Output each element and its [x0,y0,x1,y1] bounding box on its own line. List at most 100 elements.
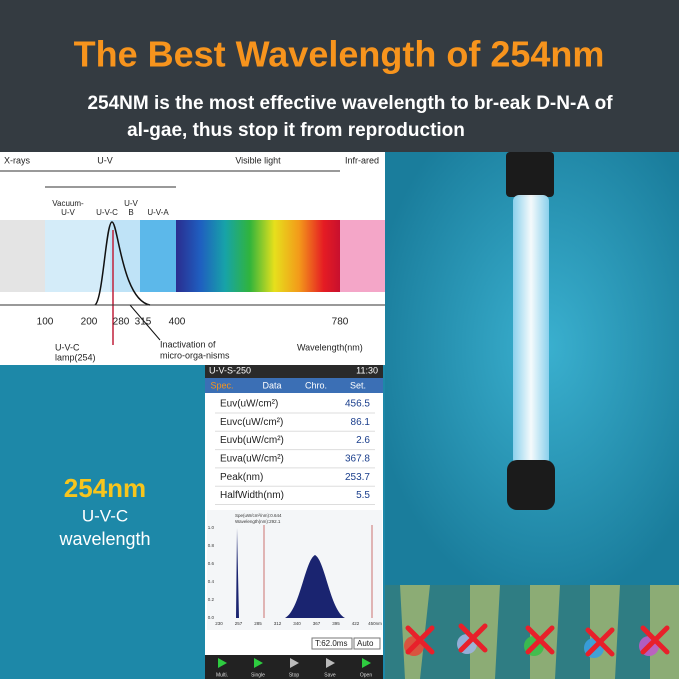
button-icon[interactable] [290,658,299,668]
inactivation-pointer [129,304,161,341]
band-label: U-V [61,208,75,217]
band-label: U-V-A [147,208,169,217]
region-label: Infr-ared [345,155,379,165]
button-label[interactable]: Save [324,672,336,678]
chart-xtick: 257 [235,621,243,626]
row-label: HalfWidth(nm) [220,490,284,501]
wavelength-tick: 780 [332,317,349,328]
status-box [353,637,381,650]
xray-band [0,220,45,292]
callout-band: U-V-C [82,506,128,525]
device-tab: Chro. [305,380,327,390]
status-integration: T:62.0ms [315,639,347,648]
chart-info: Wavelength(nm):292.1 [235,519,281,524]
microbes [404,623,670,658]
button-label[interactable]: Single [251,672,265,678]
device-tab: Spec. [210,380,233,390]
button-icon[interactable] [254,658,263,668]
title: The Best Wavelength of 254nm [74,34,605,75]
cross [405,625,435,655]
lamp-label: U-V-C [55,342,80,352]
inactivation-label: Inactivation of [160,339,216,349]
cross [458,623,488,653]
button-icon[interactable] [362,658,371,668]
cross [525,625,555,655]
device-time: 11:30 [356,365,378,375]
device-title-bar [205,365,383,378]
callout-wavelength: 254nm [64,473,146,503]
button-label[interactable]: Multi. [216,672,228,678]
callout-word: wavelength [58,529,150,549]
status-mode: Auto [357,639,374,648]
device-spectrum [236,528,345,618]
header-band [0,0,679,152]
band-label: U-V [124,199,138,208]
region-label: Visible light [235,155,281,165]
uvc-band [110,220,140,292]
wavelength-tick: 200 [81,317,98,328]
row-value: 367.8 [345,454,370,465]
uva-band [140,220,176,292]
chart-ytick: 0.8 [208,543,215,548]
device-tab-bar [205,378,383,393]
chart-info: Spe(uW/cm²/nm):0.644 [235,513,282,518]
button-label[interactable]: Stop [289,672,300,678]
device-button-bar [205,655,383,679]
cross [640,625,670,655]
status-box [311,637,353,650]
subtitle: 254NM is the most effective wavelength t… [87,93,613,114]
device-tab: Data [262,380,281,390]
light-beams [400,585,679,679]
row-label: Euvb(uW/cm²) [220,435,284,446]
chart-xtick: 367 [313,621,321,626]
row-value: 5.5 [356,490,370,501]
wavelength-tick: 315 [135,317,152,328]
lamp-base [507,460,555,510]
band-label: U-V-C [96,208,118,217]
vacuum-band [45,220,110,292]
device-model: U-V-S-250 [209,365,251,375]
lamp-cap [506,152,554,197]
button-icon[interactable] [218,658,227,668]
chart-xtick: 450nm [368,621,382,626]
row-value: 253.7 [345,472,370,483]
inactivation-label: micro-orga-nisms [160,350,230,360]
chart-ytick: 0.6 [208,561,215,566]
chart-ytick: 0.2 [208,597,215,602]
chart-ytick: 0.0 [208,615,215,620]
row-label: Euvc(uW/cm²) [220,417,283,428]
axis-label: Wavelength(nm) [297,342,363,352]
cross [585,627,615,657]
button-icon[interactable] [326,658,335,668]
row-label: Euva(uW/cm²) [220,454,284,465]
chart-xtick: 230 [215,621,223,626]
chart-xtick: 340 [293,621,301,626]
chart-xtick: 422 [352,621,360,626]
chart-xtick: 312 [274,621,282,626]
chart-xtick: 285 [254,621,262,626]
chart-ytick: 1.0 [208,525,215,530]
row-value: 2.6 [356,435,370,446]
row-value: 456.5 [345,399,370,410]
wavelength-tick: 400 [169,317,186,328]
inactivation-curve [94,221,151,306]
visible-band [176,220,340,292]
chart-ytick: 0.4 [208,579,215,584]
infrared-band [340,220,385,292]
subtitle: al-gae, thus stop it from reproduction [127,120,465,141]
region-label: U-V [97,155,113,165]
lamp-tube [513,195,549,465]
wavelength-tick: 280 [113,317,130,328]
wavelength-tick: 100 [37,317,54,328]
button-label[interactable]: Open [360,672,372,678]
region-label: X-rays [4,155,31,165]
row-label: Euv(uW/cm²) [220,399,278,410]
device-tab: Set. [350,380,366,390]
chart-xtick: 395 [332,621,340,626]
lamp-label: lamp(254) [55,352,96,362]
row-label: Peak(nm) [220,472,263,483]
row-value: 86.1 [351,417,371,428]
band-label: Vacuum- [52,199,84,208]
